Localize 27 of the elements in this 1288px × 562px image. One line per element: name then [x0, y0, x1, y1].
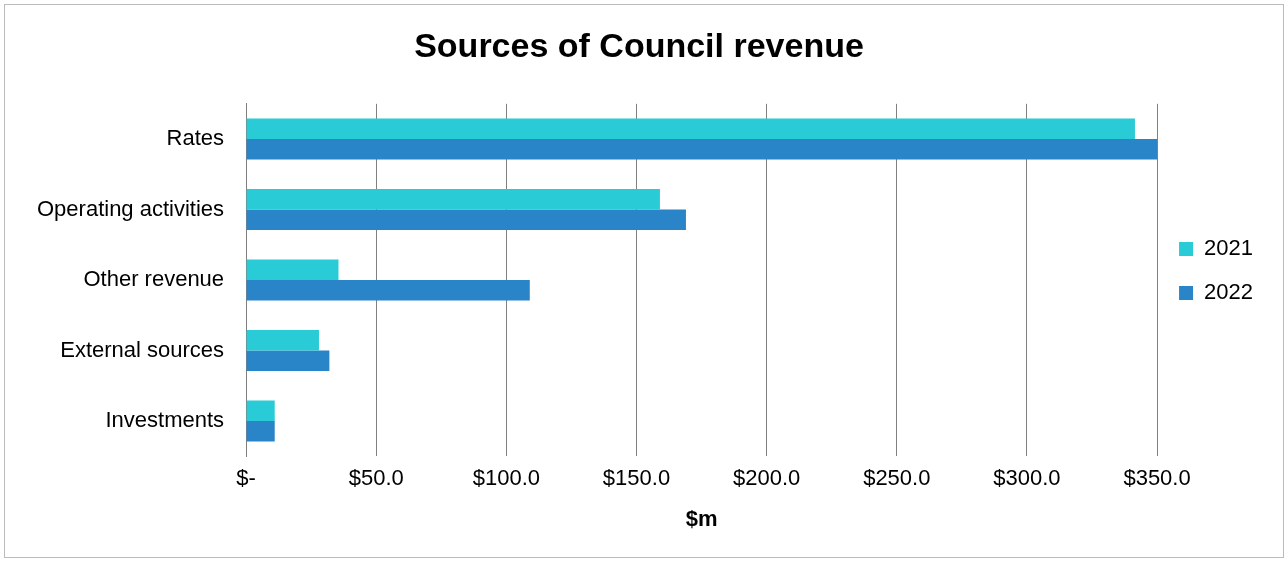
legend-label: 2021 [1204, 235, 1254, 261]
bar [246, 118, 1135, 140]
bar [246, 420, 275, 442]
bar [246, 330, 319, 351]
x-tick-label: $350.0 [1123, 465, 1191, 491]
bar [246, 189, 660, 210]
bar [246, 139, 1158, 160]
chart-title: Sources of Council revenue [414, 25, 864, 64]
x-tick-label: $300.0 [993, 465, 1061, 491]
y-tick-label: Investments [105, 407, 225, 433]
x-tick-label: $250.0 [863, 465, 931, 491]
y-tick-label: External sources [60, 336, 225, 362]
x-tick-label: $- [236, 465, 256, 491]
y-tick-label: Other revenue [83, 266, 225, 292]
y-tick-label: Operating activities [36, 195, 225, 221]
bar [246, 209, 686, 230]
x-tick-label: $200.0 [732, 465, 801, 491]
x-tick-label: $50.0 [348, 465, 404, 491]
x-tick-label: $150.0 [602, 465, 671, 491]
legend-label: 2022 [1204, 279, 1254, 305]
x-axis-title: $m [685, 505, 718, 531]
bar [246, 400, 275, 421]
bar [246, 280, 530, 301]
bar [246, 350, 330, 371]
x-tick-label: $100.0 [472, 465, 541, 491]
bar [246, 259, 339, 280]
y-tick-label: Rates [166, 125, 225, 151]
